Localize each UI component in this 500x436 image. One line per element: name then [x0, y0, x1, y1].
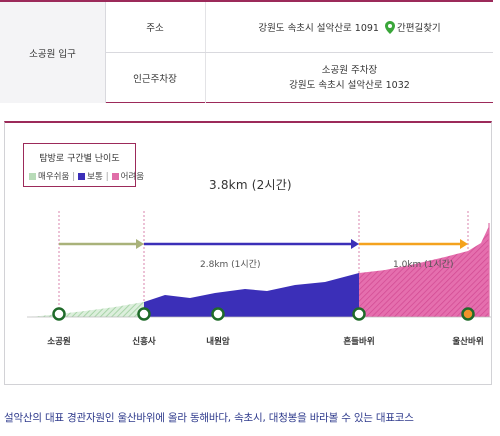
waypoint-marker-ulsanbawi: [461, 307, 475, 321]
waypoint-markers: [52, 307, 475, 321]
waypoint-label-sogongwon: 소공원: [47, 337, 71, 347]
row-divider: [105, 52, 493, 53]
waypoint-label-sinheungsa: 신흥사: [132, 337, 156, 347]
parking-address: 강원도 속초시 설악산로 1032: [289, 80, 410, 91]
entrance-label: 소공원 입구: [0, 2, 106, 103]
legend-hard: 어려움: [120, 172, 145, 182]
arrow-hard: [359, 239, 468, 249]
legend-separator: |: [72, 172, 76, 182]
terrain-hard: [359, 226, 489, 317]
total-distance-time: 3.8km (2시간): [209, 178, 292, 192]
legend-very-easy: 매우쉬움: [38, 172, 70, 182]
terrain-very-easy: [31, 302, 144, 317]
address-value: 강원도 속초시 설악산로 1091: [258, 23, 379, 34]
legend-items: 매우쉬움 | 보통 | 어려움: [29, 170, 144, 182]
waypoint-marker-naewonam: [211, 307, 225, 321]
parking-value: 소공원 주차장 강원도 속초시 설악산로 1032: [206, 53, 493, 103]
directions-button[interactable]: 간편길찾기: [384, 20, 441, 34]
waypoint-label-heundeulbawi: 흔들바위: [343, 337, 375, 347]
segment-label-hard: 1.0km (1시간): [393, 260, 454, 270]
course-profile-panel: 탐방로 구간별 난이도 매우쉬움 | 보통 | 어려움 3.8km (2시간): [4, 121, 492, 385]
parking-name: 소공원 주차장: [321, 65, 378, 76]
legend-swatch-very-easy: [29, 173, 36, 180]
segment-label-normal: 2.8km (1시간): [200, 260, 261, 270]
directions-label: 간편길찾기: [396, 23, 441, 34]
legend-separator: |: [105, 172, 109, 182]
legend-swatch-hard: [111, 173, 119, 180]
waypoint-label-ulsanbawi: 울산바위: [452, 337, 484, 347]
trailhead-info-table: 소공원 입구 주소 강원도 속초시 설악산로 1091 간편길찾기 인근주차장 …: [0, 0, 493, 103]
parking-label: 인근주차장: [133, 74, 177, 85]
arrow-very-easy: [59, 239, 144, 249]
address-row: 강원도 속초시 설악산로 1091 간편길찾기: [206, 2, 493, 52]
waypoint-marker-sinheungsa: [137, 307, 151, 321]
difficulty-legend: 탐방로 구간별 난이도 매우쉬움 | 보통 | 어려움: [23, 143, 144, 187]
waypoint-marker-sogongwon: [52, 307, 66, 321]
course-summary: 설악산의 대표 경관자원인 울산바위에 올라 동해바다, 속초시, 대청봉을 바…: [4, 412, 414, 424]
waypoint-marker-heundeulbawi: [352, 307, 366, 321]
legend-normal: 보통: [87, 172, 103, 182]
arrow-normal: [144, 239, 359, 249]
legend-swatch-normal: [78, 173, 86, 180]
address-label: 주소: [146, 23, 164, 34]
elevation-profile: [27, 211, 491, 321]
map-pin-icon: [384, 20, 395, 34]
terrain-normal: [144, 273, 359, 317]
legend-title: 탐방로 구간별 난이도: [39, 154, 120, 164]
waypoint-label-naewonam: 내원암: [206, 337, 230, 347]
